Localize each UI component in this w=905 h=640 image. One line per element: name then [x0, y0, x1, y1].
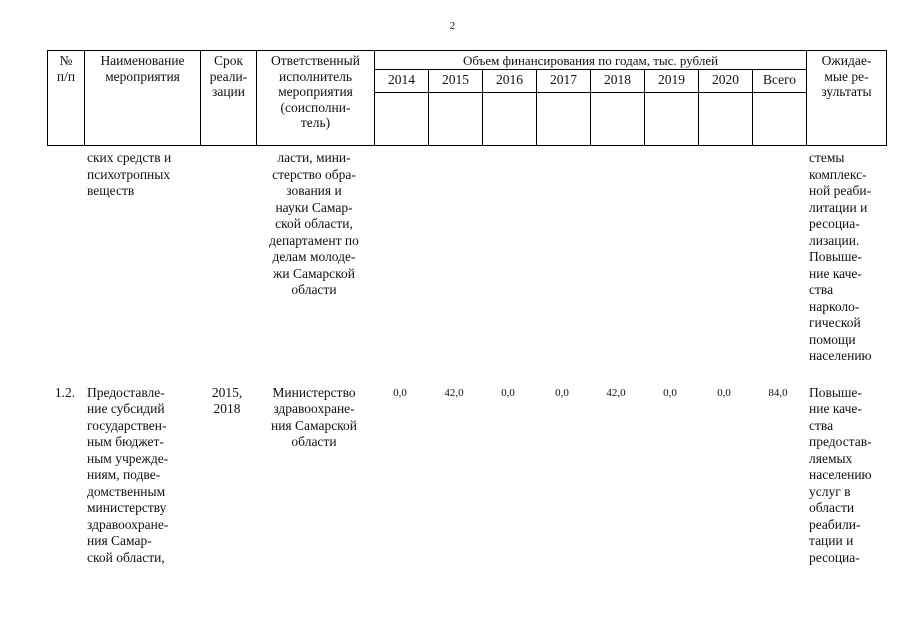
- row2-name: Предоставле- ние субсидий государствен- …: [87, 384, 169, 565]
- row1-executor: ласти, мини- стерство обра- зования и на…: [269, 150, 359, 297]
- header-year-spacer: [698, 93, 752, 145]
- header-year-2019: 2019: [644, 70, 698, 93]
- header-col-num: № п/п: [56, 53, 76, 84]
- row2-value-2014: 0,0: [393, 386, 407, 399]
- row1-results: стемы комплекс- ной реаби- литации и рес…: [809, 150, 872, 363]
- header-col-name: Наименование мероприятия: [84, 51, 200, 145]
- page-number: 2: [449, 20, 456, 32]
- header-year-total: Всего: [752, 70, 806, 93]
- row2-value-total: 84,0: [768, 386, 788, 399]
- header-year-spacer: [590, 93, 644, 145]
- row2-num: 1.2.: [54, 384, 76, 400]
- header-col-executor: Ответственный исполнитель мероприятия (с…: [256, 51, 374, 145]
- financing-table-header: № п/п Наименование мероприятия Срок реал…: [47, 50, 887, 146]
- header-col-term: Срок реали- зации: [200, 51, 256, 145]
- header-year-spacer: [536, 93, 590, 145]
- header-year-spacer: [644, 93, 698, 145]
- header-year-spacer: [374, 93, 428, 145]
- row2-value-2016: 0,0: [501, 386, 515, 399]
- row2-value-2018: 42,0: [606, 386, 626, 399]
- row2-value-2019: 0,0: [663, 386, 677, 399]
- row2-value-2015: 42,0: [444, 386, 464, 399]
- row2-executor: Министерство здравоохране- ния Самарской…: [270, 384, 358, 450]
- header-col-results: Ожидае- мые ре- зультаты: [806, 51, 886, 145]
- header-year-spacer: [752, 93, 806, 145]
- header-financing-title: Объем финансирования по годам, тыс. рубл…: [374, 51, 806, 70]
- header-year-2015: 2015: [428, 70, 482, 93]
- row2-results: Повыше- ние каче- ства предостав- ляемых…: [809, 384, 872, 565]
- header-year-spacer: [428, 93, 482, 145]
- header-year-2014: 2014: [374, 70, 428, 93]
- row2-term: 2015, 2018: [211, 384, 243, 417]
- header-year-spacer: [482, 93, 536, 145]
- header-year-2020: 2020: [698, 70, 752, 93]
- row2-value-2017: 0,0: [555, 386, 569, 399]
- row1-name: ских средств и психотропных веществ: [87, 150, 172, 198]
- header-year-2018: 2018: [590, 70, 644, 93]
- row2-value-2020: 0,0: [717, 386, 731, 399]
- financing-table-body: ских средств и психотропных веществ ласт…: [47, 150, 885, 566]
- header-year-2016: 2016: [482, 70, 536, 93]
- header-year-2017: 2017: [536, 70, 590, 93]
